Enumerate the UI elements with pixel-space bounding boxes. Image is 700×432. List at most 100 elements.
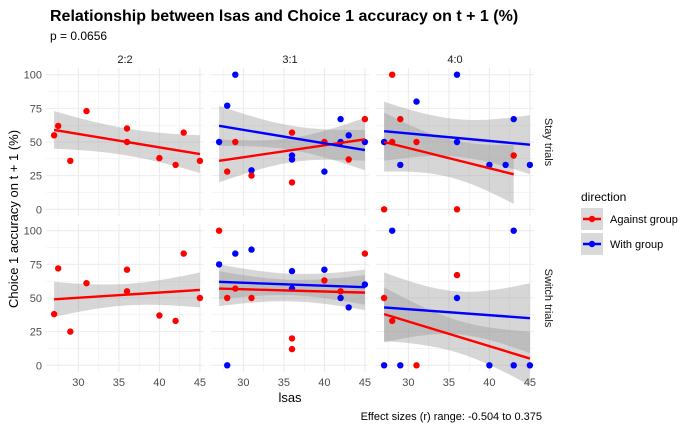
data-point-with bbox=[337, 294, 344, 302]
data-point-with bbox=[486, 362, 493, 369]
data-point-with bbox=[453, 138, 461, 146]
data-point-with bbox=[337, 115, 344, 123]
data-point-against bbox=[453, 206, 461, 213]
data-point-against bbox=[248, 294, 255, 302]
data-point-against bbox=[288, 129, 296, 136]
data-point-against bbox=[83, 107, 90, 115]
data-point-against bbox=[510, 152, 517, 159]
data-point-against bbox=[224, 294, 231, 302]
x-tick-label: 40 bbox=[318, 377, 330, 389]
data-point-against bbox=[224, 168, 231, 175]
facet-panel: 0 25 50 75 100 30 35 40 45 bbox=[24, 224, 206, 389]
data-point-with bbox=[397, 362, 404, 369]
legend-label: With group bbox=[610, 239, 663, 251]
x-tick-label: 35 bbox=[443, 377, 455, 389]
data-point-with bbox=[397, 161, 404, 169]
data-point-with bbox=[248, 167, 255, 174]
x-tick-label: 30 bbox=[402, 377, 414, 389]
data-point-against bbox=[453, 271, 461, 279]
data-point-with bbox=[232, 250, 239, 257]
data-point-against bbox=[172, 317, 179, 325]
data-point-with bbox=[413, 98, 420, 105]
data-point-with bbox=[321, 168, 328, 175]
facet-label-col: 4:0 bbox=[447, 54, 462, 66]
data-point-against bbox=[55, 122, 62, 130]
x-tick-label: 30 bbox=[72, 377, 84, 389]
y-axis-title: Choice 1 accuracy on t + 1 (%) bbox=[6, 130, 21, 308]
chart-subtitle: p = 0.0656 bbox=[50, 29, 107, 43]
data-point-against bbox=[156, 312, 163, 319]
regression-line-against bbox=[54, 288, 201, 301]
x-tick-label: 45 bbox=[194, 377, 206, 389]
data-point-against bbox=[123, 288, 131, 295]
data-point-against bbox=[50, 310, 58, 318]
data-point-with bbox=[224, 102, 231, 109]
regression-line-against bbox=[218, 138, 366, 163]
data-point-with bbox=[453, 294, 461, 302]
facet-panel: 30 35 40 45 bbox=[211, 224, 371, 389]
y-tick-label: 25 bbox=[30, 171, 42, 183]
data-point-against bbox=[196, 157, 204, 164]
chart-caption: Effect sizes (r) range: -0.504 to 0.375 bbox=[361, 411, 542, 423]
y-tick-label: 100 bbox=[24, 226, 42, 238]
legend-item: With group bbox=[581, 233, 663, 255]
facet-panel: 3:1 bbox=[211, 54, 369, 216]
data-point-against bbox=[321, 277, 328, 284]
data-point-against bbox=[123, 125, 131, 132]
legend: direction Against group With group bbox=[581, 190, 678, 255]
legend-key-point bbox=[588, 240, 596, 248]
data-point-with bbox=[526, 362, 534, 369]
regression-line-with bbox=[383, 130, 531, 146]
data-point-with bbox=[321, 266, 328, 273]
data-point-against bbox=[172, 161, 179, 169]
data-point-with bbox=[288, 156, 296, 163]
regression-line-against bbox=[219, 287, 365, 294]
x-tick-label: 30 bbox=[237, 377, 249, 389]
data-point-with bbox=[486, 161, 493, 169]
data-point-with bbox=[232, 71, 239, 78]
data-point-against bbox=[232, 138, 239, 146]
data-point-against bbox=[50, 132, 58, 139]
data-point-against bbox=[380, 206, 388, 213]
x-tick-label: 45 bbox=[524, 377, 536, 389]
legend-key-point bbox=[588, 215, 596, 223]
x-tick-label: 45 bbox=[359, 377, 371, 389]
x-tick-label: 35 bbox=[113, 377, 125, 389]
facet-panel: 4:0 Stay trials bbox=[376, 54, 554, 216]
data-point-against bbox=[180, 129, 187, 136]
x-tick-label: 40 bbox=[153, 377, 165, 389]
data-point-against bbox=[67, 157, 74, 164]
data-point-with bbox=[248, 246, 255, 253]
x-axis-title: lsas bbox=[278, 390, 302, 405]
data-point-against bbox=[196, 294, 204, 302]
data-point-with bbox=[224, 362, 231, 369]
data-point-with bbox=[502, 161, 509, 169]
data-point-against bbox=[288, 335, 296, 342]
data-point-against bbox=[361, 115, 369, 123]
data-point-against bbox=[180, 250, 187, 257]
y-tick-label: 100 bbox=[24, 70, 42, 82]
regression-line-against bbox=[53, 128, 201, 156]
data-point-with bbox=[510, 227, 517, 234]
data-point-against bbox=[55, 265, 62, 272]
data-point-against bbox=[123, 266, 131, 273]
facet-label-row: Switch trials bbox=[542, 269, 554, 328]
data-point-with bbox=[215, 261, 223, 268]
regression-line-against bbox=[383, 312, 531, 360]
regression-line-against bbox=[383, 140, 515, 176]
facet-panel: Switch trials 30 35 40 45 bbox=[376, 224, 554, 389]
chart-title: Relationship between lsas and Choice 1 a… bbox=[50, 8, 518, 25]
data-point-against bbox=[389, 71, 396, 78]
data-point-against bbox=[248, 172, 255, 179]
data-point-with bbox=[380, 362, 388, 369]
data-point-against bbox=[288, 179, 296, 186]
legend-label: Against group bbox=[610, 214, 678, 226]
data-point-against bbox=[156, 154, 163, 162]
facet-panels: 2:2 0 25 50 75 100 3:1 4:0 Stay trials 0 25 50 75 100… bbox=[24, 54, 554, 389]
data-point-with bbox=[345, 132, 352, 139]
data-point-with bbox=[526, 161, 534, 169]
facet-panel: 2:2 0 25 50 75 100 bbox=[24, 54, 204, 216]
data-point-with bbox=[288, 267, 296, 275]
